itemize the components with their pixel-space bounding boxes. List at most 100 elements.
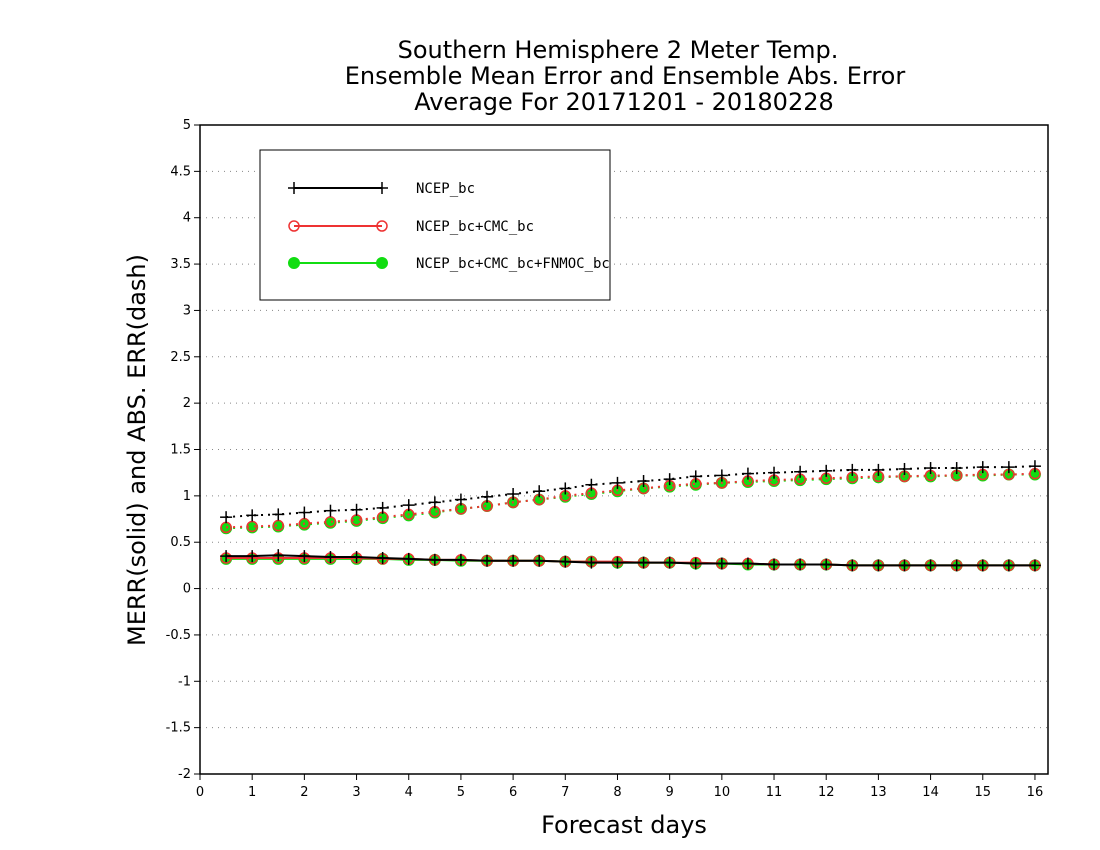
y-axis-ticks: 5 4.5 4 3.5 3 2.5 2 1.5 1 0.5 0 -0.5 -1 -1.5 -2 bbox=[166, 118, 200, 782]
x-tick-label: 10 bbox=[714, 785, 731, 800]
x-tick-label: 1 bbox=[248, 785, 256, 800]
merr-point bbox=[768, 558, 781, 571]
merr-point bbox=[481, 554, 494, 567]
title-line-3: Average For 20171201 - 20180228 bbox=[414, 88, 834, 116]
x-tick-label: 7 bbox=[561, 785, 569, 800]
merr-point bbox=[689, 557, 702, 570]
y-tick-label: 2 bbox=[183, 396, 191, 411]
abs-err-point bbox=[533, 485, 546, 498]
abs-err-point bbox=[324, 516, 337, 528]
abs-err-point bbox=[220, 511, 233, 524]
merr-point bbox=[924, 559, 937, 572]
abs-err-point bbox=[402, 499, 415, 512]
merr-point bbox=[663, 556, 676, 569]
y-tick-label: 0.5 bbox=[170, 535, 191, 550]
abs-err-point bbox=[637, 475, 650, 488]
abs-err-point bbox=[872, 463, 885, 476]
merr-point bbox=[898, 559, 911, 572]
x-tick-label: 0 bbox=[196, 785, 204, 800]
legend-marker bbox=[376, 257, 388, 269]
merr-point bbox=[794, 558, 807, 571]
abs-err-point bbox=[246, 520, 258, 533]
y-tick-label: 0 bbox=[183, 582, 191, 597]
merr-point bbox=[741, 557, 754, 570]
series-0 bbox=[220, 460, 1041, 572]
abs-err-point bbox=[272, 508, 285, 521]
merr-point bbox=[1028, 559, 1041, 572]
merr-point bbox=[846, 559, 859, 572]
abs-err-point bbox=[715, 469, 728, 482]
x-tick-label: 4 bbox=[405, 785, 413, 800]
chart-title: Southern Hemisphere 2 Meter Temp. Ensemb… bbox=[345, 36, 906, 116]
merr-point bbox=[559, 555, 572, 568]
legend-marker bbox=[288, 182, 300, 194]
x-tick-label: 11 bbox=[766, 785, 783, 800]
x-tick-label: 9 bbox=[666, 785, 674, 800]
y-tick-label: 3 bbox=[183, 303, 191, 318]
x-tick-label: 13 bbox=[870, 785, 887, 800]
abs-err-point bbox=[481, 490, 494, 503]
y-tick-label: 1.5 bbox=[170, 443, 191, 458]
legend-marker bbox=[288, 220, 300, 232]
title-line-2: Ensemble Mean Error and Ensemble Abs. Er… bbox=[345, 62, 906, 90]
legend-label: NCEP_bc+CMC_bc+FNMOC_bc bbox=[416, 256, 610, 272]
abs-err-point bbox=[611, 476, 624, 489]
y-axis-label: MERR(solid) and ABS. ERR(dash) bbox=[123, 254, 151, 646]
x-tick-label: 14 bbox=[922, 785, 939, 800]
y-tick-label: 3.5 bbox=[170, 257, 191, 272]
merr-point bbox=[715, 557, 728, 570]
abs-err-point bbox=[246, 509, 259, 522]
legend-item: NCEP_bc+CMC_bc+FNMOC_bc bbox=[288, 256, 610, 272]
series-2 bbox=[220, 468, 1041, 572]
x-tick-label: 16 bbox=[1027, 785, 1044, 800]
legend-item: NCEP_bc bbox=[288, 181, 475, 197]
y-tick-label: -2 bbox=[178, 767, 191, 782]
abs-err-point bbox=[976, 461, 989, 474]
merr-point bbox=[1002, 559, 1015, 572]
y-tick-label: -0.5 bbox=[166, 628, 191, 643]
legend-marker bbox=[376, 182, 388, 194]
series-layer bbox=[220, 460, 1041, 572]
merr-point bbox=[507, 554, 520, 567]
y-tick-label: -1 bbox=[178, 674, 191, 689]
legend-item: NCEP_bc+CMC_bc bbox=[288, 219, 534, 235]
merr-point bbox=[611, 556, 624, 569]
merr-point bbox=[454, 553, 467, 566]
merr-line bbox=[226, 554, 1035, 567]
abs-err-point bbox=[689, 470, 702, 483]
title-line-1: Southern Hemisphere 2 Meter Temp. bbox=[398, 36, 839, 64]
abs-err-point bbox=[1028, 460, 1041, 473]
legend: NCEP_bc NCEP_bc+CMC_bc NCEP_bc+CMC_bc+FNMO… bbox=[259, 149, 611, 301]
x-tick-label: 5 bbox=[457, 785, 465, 800]
merr-point bbox=[533, 554, 546, 567]
y-tick-label: 5 bbox=[183, 118, 191, 133]
series-1 bbox=[220, 467, 1041, 572]
abs-err-point bbox=[768, 466, 781, 479]
merr-point bbox=[220, 550, 233, 563]
abs-err-point bbox=[298, 517, 311, 530]
abs-err-point bbox=[741, 467, 754, 480]
merr-point bbox=[376, 551, 389, 564]
merr-point bbox=[637, 556, 650, 569]
legend-label: NCEP_bc+CMC_bc bbox=[416, 219, 534, 235]
abs-err-point bbox=[428, 496, 441, 509]
abs-err-point bbox=[898, 462, 911, 475]
y-tick-label: -1.5 bbox=[166, 721, 191, 736]
merr-point bbox=[976, 559, 989, 572]
merr-point bbox=[872, 559, 885, 572]
x-tick-label: 8 bbox=[613, 785, 621, 800]
legend-marker bbox=[288, 257, 300, 269]
merr-point bbox=[950, 559, 963, 572]
x-tick-label: 2 bbox=[300, 785, 308, 800]
abs-err-point bbox=[794, 465, 807, 478]
legend-label: NCEP_bc bbox=[416, 181, 475, 197]
abs-err-point bbox=[272, 519, 285, 532]
abs-err-point bbox=[350, 503, 363, 516]
abs-err-point bbox=[376, 501, 389, 514]
abs-err-point bbox=[820, 464, 833, 477]
abs-err-line bbox=[226, 465, 1035, 519]
merr-point bbox=[246, 550, 259, 563]
merr-point bbox=[820, 558, 833, 571]
merr-point bbox=[272, 549, 285, 562]
